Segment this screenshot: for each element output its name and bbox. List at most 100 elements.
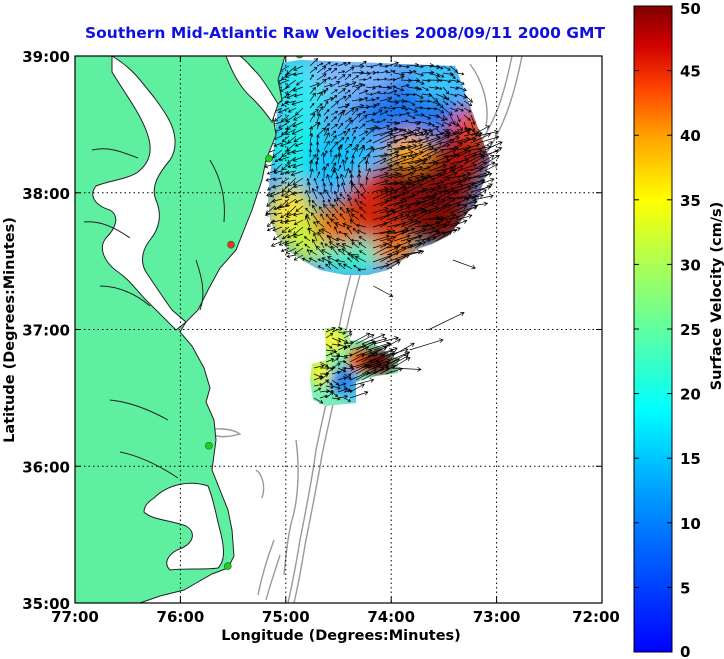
velocity-arrow [324, 189, 332, 200]
velocity-arrow [364, 159, 369, 172]
velocity-arrow [293, 219, 304, 226]
velocity-arrow [379, 251, 400, 263]
velocity-arrow [407, 129, 428, 137]
velocity-arrow [286, 156, 297, 164]
colorbar-tick-label: 45 [680, 63, 701, 81]
velocity-arrow [293, 135, 304, 143]
velocity-arrow [309, 132, 314, 144]
velocity-arrow [344, 232, 353, 242]
velocity-arrow [309, 74, 314, 81]
velocity-arrow [456, 149, 472, 158]
velocity-arrow [285, 212, 297, 218]
velocity-arrow [470, 121, 476, 133]
colorbar-ticks: 0 5 10 15 20 25 30 35 40 45 50 [634, 0, 701, 659]
velocity-arrow [414, 86, 423, 91]
velocity-arrow [456, 153, 477, 165]
velocity-arrow [421, 148, 438, 158]
velocity-arrow [358, 242, 367, 249]
velocity-arrow [271, 198, 283, 203]
velocity-arrow [442, 226, 461, 235]
velocity-arrow [325, 333, 334, 339]
velocity-arrow [477, 183, 493, 193]
velocity-arrow [428, 170, 447, 179]
velocity-arrow [346, 226, 353, 235]
velocity-arrow [337, 130, 347, 137]
velocity-arrow [294, 142, 304, 147]
velocity-arrow [320, 228, 332, 235]
velocity-arrow [350, 213, 360, 221]
velocity-arrow [372, 179, 389, 186]
velocity-arrow [316, 89, 327, 95]
velocity-arrow [343, 373, 352, 381]
velocity-arrow [284, 191, 297, 199]
velocity-arrow [372, 90, 381, 95]
velocity-arrow [407, 160, 426, 172]
velocity-arrow [386, 106, 396, 111]
velocity-arrow [400, 169, 417, 179]
velocity-arrow [414, 177, 429, 186]
velocity-arrow [331, 337, 342, 343]
velocity-arrow [330, 134, 337, 144]
velocity-arrow [321, 165, 327, 179]
velocity-arrow [435, 65, 444, 70]
velocity-arrow [462, 173, 489, 181]
velocity-arrow [308, 148, 313, 158]
velocity-arrow [400, 93, 410, 97]
velocity-arrow [330, 89, 338, 95]
velocity-arrow [337, 110, 344, 123]
x-axis: 77:00 76:00 75:00 74:00 73:00 72:00 [51, 56, 620, 626]
velocity-arrow [456, 121, 463, 132]
velocity-arrow [342, 222, 353, 228]
velocity-arrow [308, 199, 311, 207]
velocity-arrow [393, 164, 415, 172]
velocity-arrow [393, 244, 414, 256]
velocity-arrow [407, 92, 417, 97]
velocity-arrow [309, 82, 320, 88]
velocity-arrow [358, 236, 367, 242]
velocity-arrow [327, 261, 339, 270]
velocity-arrow [456, 163, 478, 172]
velocity-arrow [335, 175, 340, 186]
velocity-arrow [365, 118, 375, 123]
velocity-arrow [318, 206, 325, 214]
velocity-arrow [372, 71, 380, 74]
velocity-arrow [337, 152, 342, 165]
velocity-arrow [407, 234, 423, 242]
velocity-arrow [463, 107, 472, 113]
velocity-arrow [359, 201, 367, 207]
velocity-arrow [338, 262, 346, 270]
velocity-arrow [442, 93, 450, 101]
velocity-arrow [379, 195, 398, 207]
velocity-arrow [349, 353, 365, 363]
velocity-arrow [291, 128, 304, 135]
velocity-arrow [330, 123, 339, 130]
velocity-arrow [386, 230, 406, 242]
velocity-arrow [309, 66, 318, 74]
velocity-arrow [293, 254, 304, 261]
velocity-arrow [337, 394, 349, 399]
velocity-arrow [322, 182, 327, 193]
velocity-arrow [379, 246, 399, 256]
velocity-arrow [306, 248, 311, 256]
velocity-arrow [292, 163, 304, 169]
colorbar-tick-label: 0 [680, 643, 690, 659]
velocity-arrow [449, 211, 468, 221]
velocity-arrow [309, 92, 316, 102]
velocity-arrow [386, 61, 400, 67]
velocity-arrow [290, 170, 304, 177]
velocity-arrow [351, 75, 360, 81]
velocity-arrow [286, 233, 297, 239]
velocity-arrow [442, 100, 449, 106]
velocity-arrow [349, 346, 369, 357]
velocity-arrow [296, 79, 304, 86]
velocity-arrow [309, 249, 318, 256]
velocity-arrow [358, 83, 366, 88]
velocity-arrow [337, 122, 344, 130]
velocity-arrow [386, 89, 398, 95]
velocity-arrow [470, 161, 487, 172]
velocity-arrow [390, 367, 422, 372]
velocity-arrow [346, 194, 353, 200]
velocity-arrow [391, 352, 410, 363]
velocity-arrow [350, 208, 360, 214]
velocity-arrow [400, 127, 422, 137]
